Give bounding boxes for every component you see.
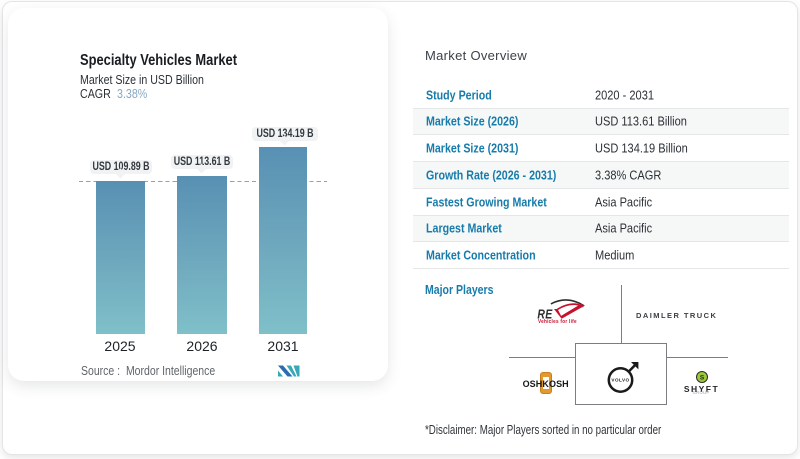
svg-text:RE: RE [537, 309, 552, 322]
svg-text:VOLVO: VOLVO [611, 378, 629, 383]
svg-text:S: S [699, 374, 704, 381]
